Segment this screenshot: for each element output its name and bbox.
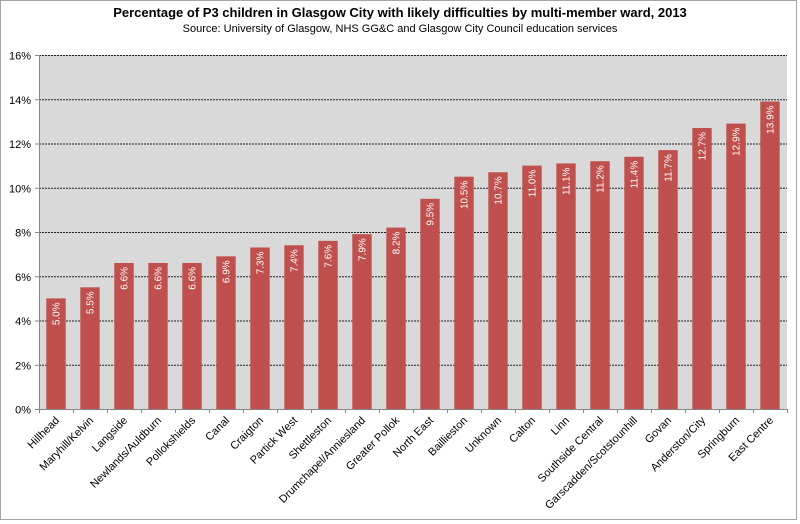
y-tick-label: 6%: [15, 272, 31, 284]
bar-data-label: 13.9%: [766, 105, 777, 133]
bar: [760, 101, 780, 410]
bar: [624, 156, 644, 409]
bar-data-label: 5.0%: [52, 302, 63, 325]
bar: [692, 128, 712, 409]
bar: [284, 245, 304, 409]
bars: 5.0% 5.5% 6.6% 6.6% 6.6% 6.9% 7.3% 7.4% 7.6% 7.9%…: [46, 101, 780, 410]
bar: [726, 123, 746, 410]
x-axis-ticks: HillheadMaryhill/KelvinLangsideNewlands/…: [26, 409, 788, 512]
bar-data-label: 7.4%: [290, 249, 301, 272]
y-tick-label: 16%: [9, 51, 31, 63]
y-axis-ticks: 0% 2% 4% 6% 8% 10% 12% 14% 16%: [9, 51, 39, 417]
bar: [182, 262, 202, 409]
x-tick-label: Canal: [203, 415, 232, 444]
bar-data-label: 7.6%: [324, 245, 335, 268]
bar: [148, 262, 168, 409]
bar: [318, 240, 338, 409]
x-tick-label: Govan: [643, 415, 674, 446]
bar: [386, 227, 406, 409]
bar-data-label: 10.5%: [460, 181, 471, 209]
bar-data-label: 11.4%: [630, 161, 641, 189]
x-tick-label: Linn: [549, 415, 572, 438]
bar: [522, 165, 542, 409]
y-tick-label: 14%: [9, 95, 31, 107]
bar-data-label: 6.6%: [120, 267, 131, 290]
bar-data-label: 5.5%: [86, 291, 97, 314]
bar: [420, 198, 440, 409]
bar-data-label: 6.9%: [222, 260, 233, 283]
y-tick-label: 2%: [15, 360, 31, 372]
y-tick-label: 12%: [9, 139, 31, 151]
y-tick-label: 4%: [15, 316, 31, 328]
bar-data-label: 6.6%: [188, 267, 199, 290]
bar: [454, 176, 474, 409]
bar: [352, 234, 372, 409]
bar-data-label: 7.3%: [256, 251, 267, 274]
x-tick-label: Calton: [507, 415, 538, 446]
x-tick-label: Unknown: [463, 415, 504, 456]
bar-data-label: 8.2%: [392, 231, 403, 254]
gridlines: [39, 55, 787, 366]
bar: [250, 247, 270, 409]
bar-data-label: 11.7%: [664, 154, 675, 182]
bar: [556, 163, 576, 409]
bar-data-label: 7.9%: [358, 238, 369, 261]
bar-data-label: 10.7%: [494, 176, 505, 204]
bar: [46, 298, 66, 409]
bar: [658, 150, 678, 409]
bar-data-label: 12.9%: [732, 127, 743, 155]
bar: [488, 172, 508, 409]
bar-data-label: 12.7%: [698, 132, 709, 160]
bar: [80, 287, 100, 409]
y-tick-label: 8%: [15, 228, 31, 240]
chart-title: Percentage of P3 children in Glasgow Cit…: [113, 5, 687, 20]
bar: [216, 256, 236, 409]
bar-data-label: 9.5%: [426, 203, 437, 226]
bar-data-label: 11.0%: [528, 170, 539, 198]
bar-data-label: 11.1%: [562, 167, 573, 195]
bar: [114, 262, 134, 409]
bar-data-label: 11.2%: [596, 165, 607, 193]
y-tick-label: 10%: [9, 183, 31, 195]
bar-data-label: 6.6%: [154, 267, 165, 290]
bar: [590, 161, 610, 409]
chart-subtitle: Source: University of Glasgow, NHS GG&C …: [182, 23, 618, 35]
y-tick-label: 0%: [15, 405, 31, 417]
